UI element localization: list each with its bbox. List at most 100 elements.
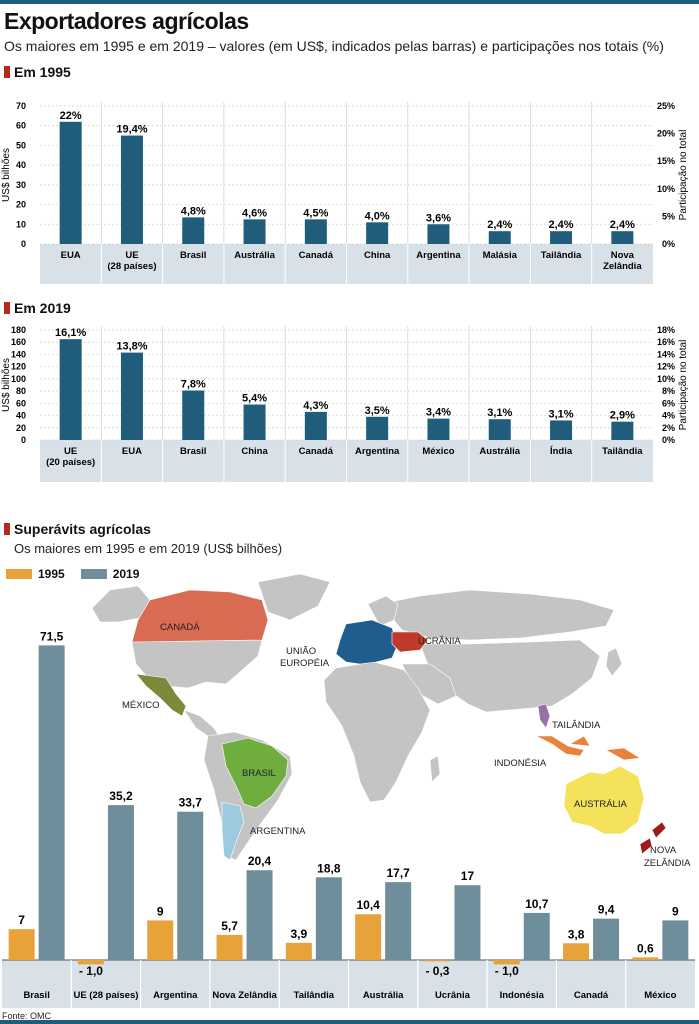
bar-2019 xyxy=(315,877,342,960)
y-tick-label: 100 xyxy=(11,374,26,384)
bar-value-label: 71,5 xyxy=(40,629,64,643)
map-eu xyxy=(335,619,399,665)
y2-tick-label: 10% xyxy=(657,374,675,384)
category-label: (20 países) xyxy=(46,457,95,468)
y-tick-label: 70 xyxy=(16,101,26,111)
category-label: Austrália xyxy=(234,250,275,261)
category-label: Canadá xyxy=(299,446,334,457)
category-label: Malásia xyxy=(483,250,518,261)
y2-tick-label: 6% xyxy=(662,398,675,408)
category-label: Austrália xyxy=(363,990,404,1001)
y-tick-label: 80 xyxy=(16,386,26,396)
category-label: (28 países) xyxy=(107,261,156,272)
bar-share-label: 7,8% xyxy=(181,379,206,391)
bar-2019 xyxy=(385,882,412,960)
category-label: Tailândia xyxy=(602,446,643,457)
bar-value-label: 10,7 xyxy=(525,897,549,911)
y2-tick-label: 16% xyxy=(657,337,675,347)
category-label: Canadá xyxy=(299,250,334,261)
y-tick-label: 40 xyxy=(16,160,26,170)
map-label-indonesia: INDONÉSIA xyxy=(494,758,547,769)
bar-2019 xyxy=(454,885,481,960)
top-rule xyxy=(0,0,699,4)
bar-value-label: 35,2 xyxy=(109,789,133,803)
bar xyxy=(488,231,511,244)
bar-1995 xyxy=(216,934,243,960)
map-argentina xyxy=(221,801,245,861)
category-label: Austrália xyxy=(479,446,520,457)
bar-2019 xyxy=(38,645,65,960)
map-label-eu-1: UNIÃO xyxy=(286,646,316,657)
bar-share-label: 16,1% xyxy=(55,327,86,339)
category-label: China xyxy=(364,250,391,261)
bar-value-label: 0,6 xyxy=(637,941,654,955)
map-ukraine xyxy=(391,631,429,653)
map-thailand xyxy=(537,703,551,729)
bar-share-label: 5,4% xyxy=(242,393,267,405)
map-label-nz-1: NOVA xyxy=(650,845,677,856)
category-label: Tailândia xyxy=(294,990,335,1001)
section-marker xyxy=(4,523,10,535)
category-label: China xyxy=(241,446,268,457)
bar-share-label: 4,5% xyxy=(303,207,328,219)
map-greenland xyxy=(257,573,331,621)
y-tick-label: 60 xyxy=(16,121,26,131)
bar-share-label: 13,8% xyxy=(116,341,147,353)
bar-2019 xyxy=(523,912,550,960)
bar-2019 xyxy=(593,918,620,960)
section-surplus-heading: Superávits agrícolas xyxy=(4,521,151,537)
y-axis-title: US$ bilhões xyxy=(1,358,12,412)
bar xyxy=(59,121,82,244)
bar-value-label: 10,4 xyxy=(356,898,380,912)
source-note: Fonte: OMC xyxy=(2,1011,52,1021)
map-label-eu-2: EUROPÉIA xyxy=(280,658,330,669)
y-tick-label: 20 xyxy=(16,200,26,210)
category-label: México xyxy=(644,990,676,1001)
bar-2019 xyxy=(662,920,689,960)
category-label: UE xyxy=(125,250,138,261)
y-tick-label: 20 xyxy=(16,423,26,433)
bar-share-label: 4,8% xyxy=(181,205,206,217)
legend-swatch-1995 xyxy=(6,569,32,579)
y2-tick-label: 8% xyxy=(662,386,675,396)
bottom-rule xyxy=(0,1020,699,1024)
map-label-brazil: BRASIL xyxy=(242,768,276,779)
map-japan xyxy=(605,647,623,677)
y2-tick-label: 4% xyxy=(662,411,675,421)
bar-value-label: 17 xyxy=(461,869,475,883)
bar-value-label: 9,4 xyxy=(598,903,615,917)
map-indonesia xyxy=(535,735,641,761)
legend-label-2019: 2019 xyxy=(112,567,140,581)
category-label: Brasil xyxy=(180,446,206,457)
y2-tick-label: 14% xyxy=(657,349,675,359)
y2-tick-label: 20% xyxy=(657,129,675,139)
bar-share-label: 2,4% xyxy=(487,219,512,231)
category-label: Argentina xyxy=(153,990,198,1001)
bar xyxy=(120,135,143,244)
y2-tick-label: 10% xyxy=(657,184,675,194)
bar-1995 xyxy=(424,960,451,962)
bar-value-label: - 1,0 xyxy=(495,964,519,978)
map-australia xyxy=(563,765,645,835)
bar xyxy=(611,421,634,440)
bar xyxy=(120,352,143,440)
bar-value-label: 9 xyxy=(157,904,164,918)
section-1995-heading: Em 1995 xyxy=(4,64,71,80)
bar-1995 xyxy=(632,957,659,960)
y2-tick-label: 5% xyxy=(662,211,675,221)
page-title: Exportadores agrícolas xyxy=(4,8,249,34)
y-tick-label: 160 xyxy=(11,337,26,347)
category-label: Brasil xyxy=(180,250,206,261)
map-label-mexico: MÉXICO xyxy=(122,700,159,711)
bar-1995 xyxy=(285,942,312,960)
bar xyxy=(366,416,389,440)
category-label: Nova Zelândia xyxy=(212,990,277,1001)
map-new-zealand xyxy=(639,821,667,855)
bar-1995 xyxy=(8,929,35,960)
bar-share-label: 4,3% xyxy=(303,400,328,412)
category-label: EUA xyxy=(122,446,142,457)
y-tick-label: 50 xyxy=(16,140,26,150)
section-2019-title: Em 2019 xyxy=(14,300,71,316)
y-tick-label: 10 xyxy=(16,219,26,229)
map-africa xyxy=(323,661,431,803)
